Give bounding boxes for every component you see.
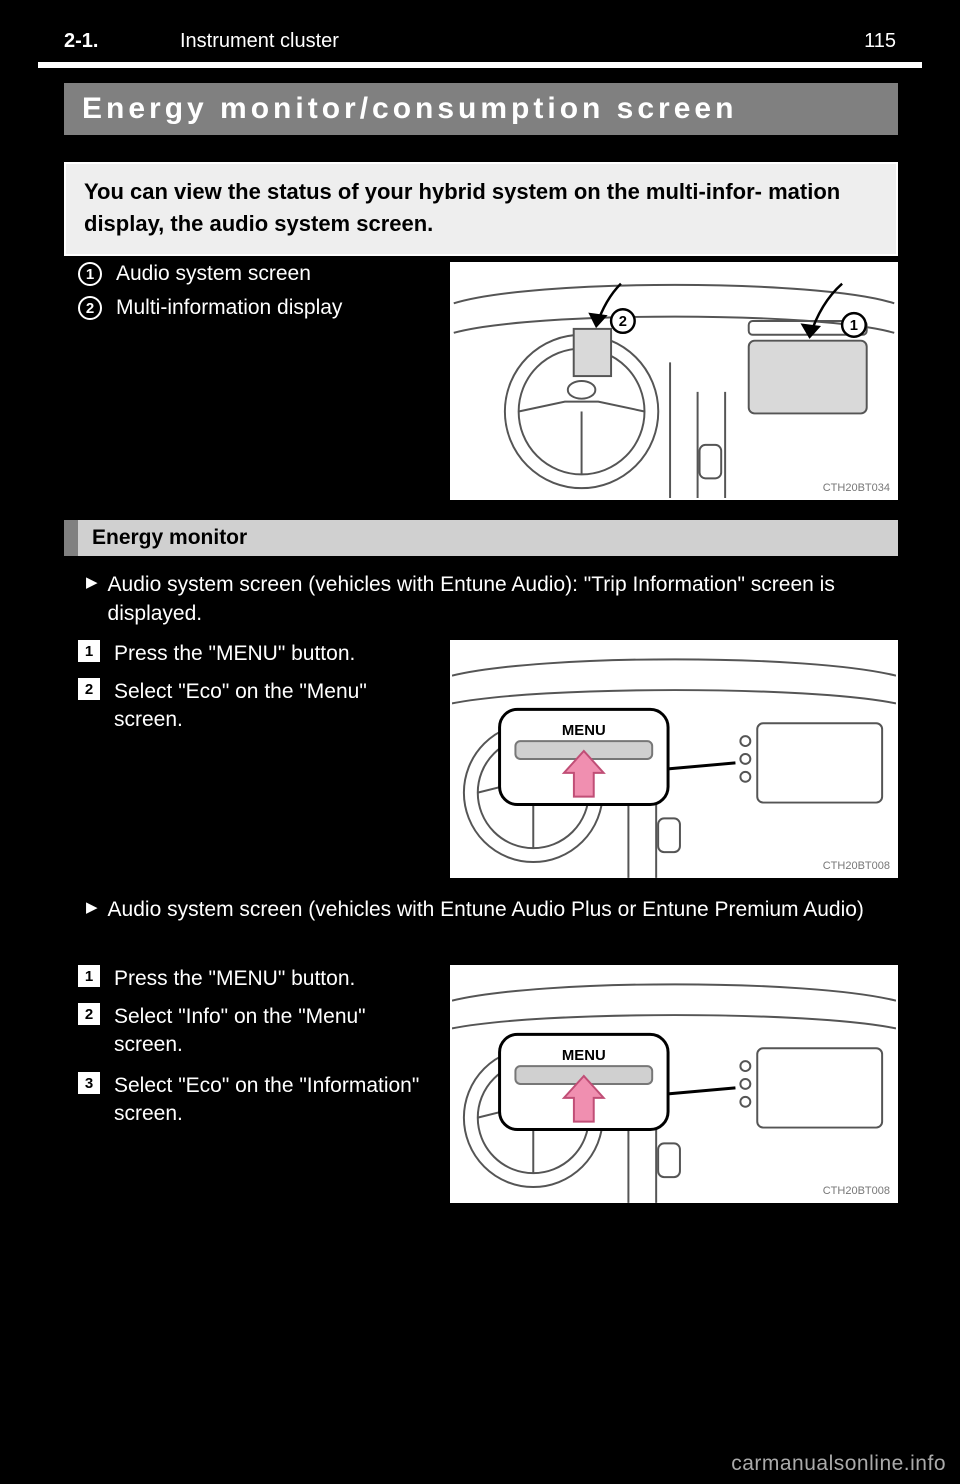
- step-row: 1 Press the "MENU" button.: [78, 965, 438, 993]
- page-number: 115: [864, 30, 896, 53]
- figure-code: CTH20BT008: [823, 1185, 890, 1197]
- circle-bullet-2: 2 Multi-information display: [78, 296, 342, 320]
- step-label: Select "Info" on the "Menu" screen.: [114, 1003, 438, 1060]
- menu-svg: MENU: [452, 642, 896, 878]
- dash-callout-2: 2: [619, 314, 627, 330]
- sub-heading-text: Audio system screen (vehicles with Entun…: [108, 570, 888, 629]
- step-row: 1 Press the "MENU" button.: [78, 640, 438, 668]
- step-row: 3 Select "Eco" on the "Information" scre…: [78, 1072, 438, 1129]
- dashboard-figure: 1 2 CTH20BT034: [450, 262, 898, 500]
- page-title: Energy monitor/consumption screen: [64, 83, 898, 135]
- sub-heading-1: ▶ Audio system screen (vehicles with Ent…: [86, 570, 888, 629]
- square-num-icon: 2: [78, 1003, 100, 1025]
- menu-button-label: MENU: [562, 723, 606, 739]
- circle-bullet-1: 1 Audio system screen: [78, 262, 311, 286]
- page-header-section-title: Instrument cluster: [180, 30, 339, 53]
- square-num-icon: 2: [78, 678, 100, 700]
- square-num-icon: 1: [78, 640, 100, 662]
- sub-heading-2: ▶ Audio system screen (vehicles with Ent…: [86, 895, 864, 924]
- top-rule: [38, 62, 922, 68]
- sub-heading-text: Audio system screen (vehicles with Entun…: [108, 895, 864, 924]
- step-row: 2 Select "Info" on the "Menu" screen.: [78, 1003, 438, 1060]
- circle-bullet-label: Audio system screen: [116, 262, 311, 286]
- circle-bullet-label: Multi-information display: [116, 296, 342, 320]
- figure-code: CTH20BT034: [823, 482, 890, 494]
- step-label: Select "Eco" on the "Menu" screen.: [114, 678, 438, 735]
- triangle-icon: ▶: [86, 897, 98, 918]
- menu-svg: MENU: [452, 967, 896, 1203]
- page-header-section-num: 2-1.: [64, 30, 98, 53]
- dash-callout-1: 1: [850, 318, 858, 334]
- step-label: Press the "MENU" button.: [114, 640, 355, 668]
- intro-box: You can view the status of your hybrid s…: [64, 162, 898, 256]
- step-row: 2 Select "Eco" on the "Menu" screen.: [78, 678, 438, 735]
- step-label: Press the "MENU" button.: [114, 965, 355, 993]
- section-header: Energy monitor: [64, 520, 898, 556]
- step-label: Select "Eco" on the "Information" screen…: [114, 1072, 438, 1129]
- dashboard-svg: 1 2: [452, 264, 896, 498]
- triangle-icon: ▶: [86, 572, 98, 593]
- figure-code: CTH20BT008: [823, 860, 890, 872]
- square-num-icon: 3: [78, 1072, 100, 1094]
- menu-button-label: MENU: [562, 1048, 606, 1064]
- circle-num-icon: 2: [78, 296, 102, 320]
- circle-num-icon: 1: [78, 262, 102, 286]
- menu-figure-2: MENU CTH20BT008: [450, 965, 898, 1203]
- menu-figure-1: MENU CTH20BT008: [450, 640, 898, 878]
- square-num-icon: 1: [78, 965, 100, 987]
- watermark: carmanualsonline.info: [731, 1452, 946, 1476]
- page-root: 2-1. Instrument cluster 115 Energy monit…: [0, 0, 960, 1484]
